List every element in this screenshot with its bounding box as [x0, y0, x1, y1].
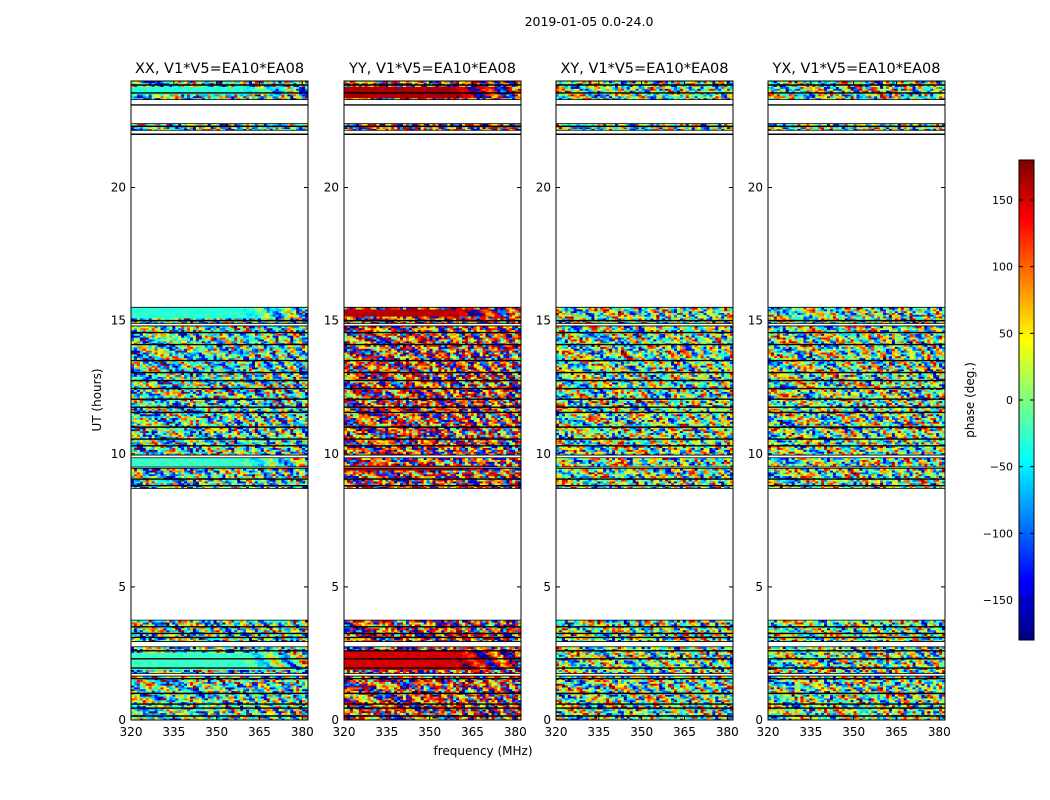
colorbar: 150 100 50 0 −50 −100 −150: [983, 159, 1035, 641]
x-axis-label: frequency (MHz): [433, 744, 532, 758]
heatmap-cells: [344, 81, 521, 720]
suptitle: 2019-01-05 0.0-24.0: [525, 14, 654, 29]
y-tick-label: 0: [543, 713, 551, 727]
heatmap-cells: [768, 81, 945, 720]
colorbar-label: phase (deg.): [963, 362, 977, 438]
x-tick-label: 365: [673, 725, 696, 739]
panel-frame: [343, 80, 522, 721]
y-tick-label: 20: [324, 181, 339, 195]
y-tick-label: 10: [324, 447, 339, 461]
x-tick-label: 320: [545, 725, 568, 739]
y-tick-label: 20: [111, 181, 126, 195]
x-tick-label: 320: [757, 725, 780, 739]
y-tick-label: 10: [748, 447, 763, 461]
colorbar-tick-label: 150: [992, 194, 1013, 207]
y-tick-label: 5: [331, 580, 339, 594]
x-tick-label: 335: [375, 725, 398, 739]
x-tick-label: 365: [461, 725, 484, 739]
x-tick-label: 365: [248, 725, 271, 739]
panel-0: XX, V1*V5=EA10*EA08 320 335 350 365 380 0 5 10 15…: [111, 61, 314, 739]
y-tick-label: 10: [536, 447, 551, 461]
panel-frame: [555, 80, 734, 721]
panel-title: XY, V1*V5=EA10*EA08: [560, 61, 728, 77]
x-tick-label: 380: [928, 725, 951, 739]
x-tick-label: 380: [291, 725, 314, 739]
heatmap-cells: [131, 81, 308, 720]
colorbar-tick-label: −100: [983, 527, 1013, 540]
y-tick-label: 0: [118, 713, 126, 727]
y-tick-label: 5: [543, 580, 551, 594]
y-tick-label: 5: [755, 580, 763, 594]
y-axis-label: UT (hours): [90, 368, 104, 431]
colorbar-tick-label: 50: [999, 327, 1013, 340]
panel-title: YY, V1*V5=EA10*EA08: [348, 61, 516, 77]
panel-3: YX, V1*V5=EA10*EA08 320 335 350 365 380 0 5 10 15…: [748, 61, 951, 739]
y-tick-label: 15: [111, 314, 126, 328]
x-tick-label: 365: [885, 725, 908, 739]
panel-1: YY, V1*V5=EA10*EA08 320 335 350 365 380 0 5 10 15…: [324, 61, 527, 739]
panel-frame: [767, 80, 946, 721]
x-tick-label: 350: [205, 725, 228, 739]
colorbar-tick-label: 0: [1006, 394, 1013, 407]
x-tick-label: 380: [504, 725, 527, 739]
y-tick-label: 0: [755, 713, 763, 727]
y-tick-label: 20: [748, 181, 763, 195]
colorbar-tick-label: −150: [983, 594, 1013, 607]
panel-frame: [130, 80, 309, 721]
x-tick-label: 320: [333, 725, 356, 739]
x-tick-label: 380: [716, 725, 739, 739]
x-tick-label: 350: [842, 725, 865, 739]
panel-title: XX, V1*V5=EA10*EA08: [135, 61, 304, 77]
x-tick-label: 335: [587, 725, 610, 739]
y-tick-label: 5: [118, 580, 126, 594]
y-tick-label: 15: [324, 314, 339, 328]
panel-title: YX, V1*V5=EA10*EA08: [771, 61, 940, 77]
colorbar-tick-label: −50: [990, 461, 1013, 474]
colorbar-tick-label: 100: [992, 261, 1013, 274]
x-tick-label: 320: [120, 725, 143, 739]
panel-2: XY, V1*V5=EA10*EA08 320 335 350 365 380 0 5 10 15…: [536, 61, 739, 739]
y-tick-label: 15: [536, 314, 551, 328]
x-tick-label: 335: [162, 725, 185, 739]
x-tick-label: 350: [630, 725, 653, 739]
y-tick-label: 0: [331, 713, 339, 727]
x-tick-label: 335: [799, 725, 822, 739]
y-tick-label: 15: [748, 314, 763, 328]
y-tick-label: 10: [111, 447, 126, 461]
heatmap-cells: [556, 81, 733, 720]
y-tick-label: 20: [536, 181, 551, 195]
x-tick-label: 350: [418, 725, 441, 739]
